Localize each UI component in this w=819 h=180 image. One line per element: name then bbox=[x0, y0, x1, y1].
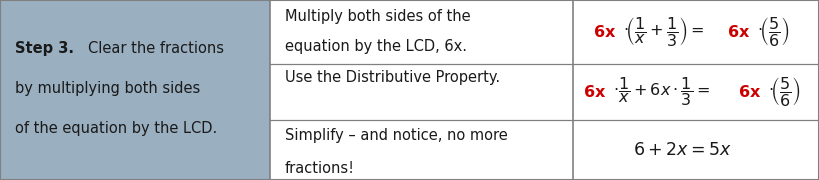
FancyBboxPatch shape bbox=[573, 0, 819, 180]
Text: Step 3.: Step 3. bbox=[15, 41, 74, 56]
Text: of the equation by the LCD.: of the equation by the LCD. bbox=[15, 121, 217, 136]
Text: $\mathbf{6x}$: $\mathbf{6x}$ bbox=[738, 84, 761, 100]
Text: Multiply both sides of the: Multiply both sides of the bbox=[285, 8, 471, 24]
Text: $\cdot\!\left(\dfrac{5}{6}\right)$: $\cdot\!\left(\dfrac{5}{6}\right)$ bbox=[758, 15, 790, 48]
Text: $\mathbf{6x}$: $\mathbf{6x}$ bbox=[727, 24, 751, 40]
Text: $6+2x=5x$: $6+2x=5x$ bbox=[632, 141, 731, 159]
Text: by multiplying both sides: by multiplying both sides bbox=[15, 81, 200, 96]
Text: Use the Distributive Property.: Use the Distributive Property. bbox=[285, 70, 500, 85]
Text: $\mathbf{6x}$: $\mathbf{6x}$ bbox=[593, 24, 616, 40]
Text: $\cdot\dfrac{1}{x}+6x\cdot\dfrac{1}{3}={}$: $\cdot\dfrac{1}{x}+6x\cdot\dfrac{1}{3}={… bbox=[613, 75, 709, 108]
Text: Clear the fractions: Clear the fractions bbox=[88, 41, 224, 56]
FancyBboxPatch shape bbox=[0, 0, 270, 180]
Text: $\mathbf{6x}$: $\mathbf{6x}$ bbox=[582, 84, 606, 100]
FancyBboxPatch shape bbox=[270, 0, 573, 180]
Text: equation by the LCD, 6x.: equation by the LCD, 6x. bbox=[285, 39, 467, 54]
Text: Simplify – and notice, no more: Simplify – and notice, no more bbox=[285, 128, 508, 143]
Text: $\cdot\!\left(\dfrac{5}{6}\right)$: $\cdot\!\left(\dfrac{5}{6}\right)$ bbox=[767, 75, 800, 108]
Text: $\cdot\!\left(\dfrac{1}{x}+\dfrac{1}{3}\right)={}$: $\cdot\!\left(\dfrac{1}{x}+\dfrac{1}{3}\… bbox=[622, 15, 704, 48]
Text: fractions!: fractions! bbox=[285, 161, 355, 176]
